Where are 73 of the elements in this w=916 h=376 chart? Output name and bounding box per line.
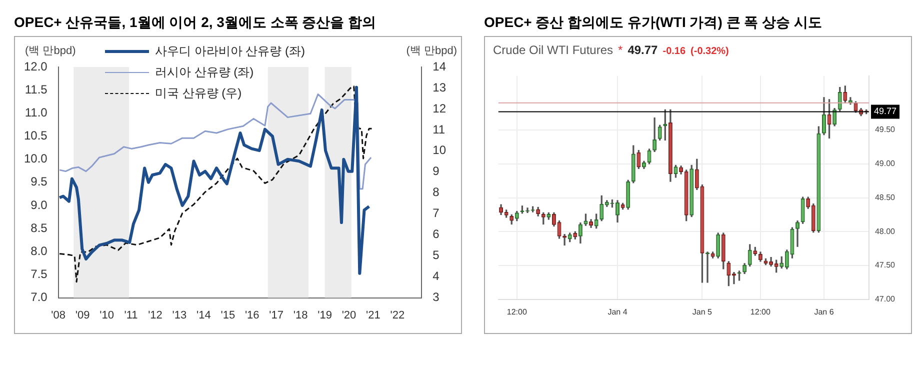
y-tick-label: 9.5 <box>30 174 48 189</box>
chart-title: OPEC+ 산유국들, 1월에 이어 2, 3월에도 소폭 증산을 합의 <box>14 13 378 32</box>
candlestick <box>647 148 652 164</box>
y2-tick-label: 13 <box>432 80 446 94</box>
y-tick-label: 47.50 <box>874 260 896 270</box>
candlestick <box>790 227 794 258</box>
x-tick-label: '15 <box>220 309 236 322</box>
y2-tick-label: 8 <box>432 185 440 200</box>
x-tick-label: '09 <box>75 309 90 322</box>
x-tick-label: '10 <box>100 309 114 322</box>
y2-tick-label: 5 <box>432 248 440 262</box>
y-tick-label: 10.5 <box>24 128 48 143</box>
y2-tick-label: 14 <box>432 59 446 74</box>
candlestick <box>822 97 826 136</box>
y-tick-label: 7.0 <box>30 290 48 304</box>
y-tick-label: 8.0 <box>30 244 48 258</box>
x-tick-label: '19 <box>318 309 332 322</box>
x-tick-label: '22 <box>390 309 405 322</box>
y-tick-label: 49.50 <box>874 125 896 134</box>
x-tick-label: '08 <box>51 309 66 322</box>
x-tick-label: Jan 4 <box>608 307 628 316</box>
x-tick-label: Jan 6 <box>814 307 834 316</box>
x-tick-label: '11 <box>124 309 138 322</box>
y2-tick-label: 6 <box>432 227 440 242</box>
x-tick-label: '13 <box>172 309 187 322</box>
candlestick <box>796 220 800 247</box>
text: 49.77 <box>628 43 658 57</box>
x-tick-label: 12:00 <box>506 307 528 316</box>
x-tick-label: '20 <box>342 309 356 322</box>
x-tick-label: '14 <box>196 309 211 322</box>
candlestick <box>827 99 832 138</box>
y-axis-title: (백 만bpd) <box>25 44 76 58</box>
x-tick-label: '12 <box>148 309 162 322</box>
x-tick-label: '17 <box>269 309 284 322</box>
y2-tick-label: 9 <box>432 164 440 178</box>
candlestick <box>642 160 646 169</box>
y2-axis-title: (백 만bpd) <box>406 44 457 58</box>
x-tick-label: 12:00 <box>750 307 772 316</box>
legend-label: 러시아 산유량 (좌) <box>155 64 254 81</box>
text: * <box>618 43 623 57</box>
y2-tick-label: 7 <box>432 206 440 220</box>
y2-tick-label: 11 <box>432 122 446 136</box>
x-tick-label: '21 <box>366 309 380 322</box>
candlestick <box>557 220 562 239</box>
text: -0.16 <box>662 46 686 57</box>
y2-tick-label: 10 <box>432 143 446 158</box>
legend-label: 미국 산유량 (우) <box>155 85 242 102</box>
y-tick-label: 8.5 <box>30 220 48 235</box>
y-tick-label: 48.50 <box>874 192 896 202</box>
candlestick <box>816 126 821 233</box>
ref-line-label: 49.77 <box>874 106 897 116</box>
y2-tick-label: 3 <box>432 290 440 304</box>
y2-tick-label: 4 <box>432 269 440 284</box>
chart-title: OPEC+ 증산 합의에도 유가(WTI 가격) 큰 폭 상승 시도 <box>484 13 823 32</box>
text: (-0.32%) <box>690 46 729 57</box>
candlestick <box>616 200 620 222</box>
y2-tick-label: 12 <box>432 101 446 116</box>
y-tick-label: 11.0 <box>24 105 48 120</box>
x-tick-label: '16 <box>244 309 260 322</box>
x-tick-label: Jan 5 <box>692 307 713 316</box>
legend-label: 사우디 아라비아 산유량 (좌) <box>155 43 305 60</box>
y-tick-label: 49.00 <box>874 159 896 168</box>
y-tick-label: 12.0 <box>24 59 48 74</box>
candlestick <box>800 196 805 224</box>
x-tick-label: '18 <box>293 309 308 322</box>
chart-subtitle: Crude Oil WTI Futures <box>493 43 614 57</box>
y-tick-label: 9.0 <box>30 198 48 212</box>
y-tick-label: 48.00 <box>874 226 896 236</box>
y-tick-label: 11.5 <box>24 82 48 96</box>
y-tick-label: 10.0 <box>24 152 48 166</box>
y-tick-label: 7.5 <box>30 267 48 282</box>
y-tick-label: 47.00 <box>874 294 896 304</box>
candlestick <box>620 202 625 210</box>
